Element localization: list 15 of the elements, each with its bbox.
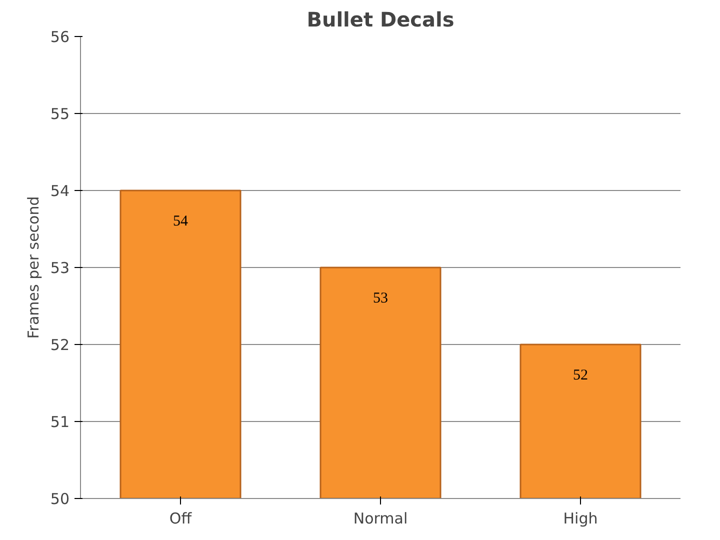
y-tick-label: 52 xyxy=(50,336,70,354)
y-tick-label: 53 xyxy=(50,259,70,277)
y-tick-label: 50 xyxy=(50,490,70,508)
y-tick-label: 55 xyxy=(50,105,70,123)
y-tick-label: 56 xyxy=(50,28,70,46)
y-tick-label: 54 xyxy=(50,182,70,200)
chart-title: Bullet Decals xyxy=(306,8,454,32)
y-axis-title: Frames per second xyxy=(24,196,42,339)
data-label: 52 xyxy=(573,368,588,384)
x-tick-label: Normal xyxy=(353,510,408,528)
data-label: 53 xyxy=(373,290,388,306)
x-tick-label: Off xyxy=(169,510,192,528)
data-label: 54 xyxy=(173,214,188,230)
y-tick-label: 51 xyxy=(50,413,70,431)
x-tick-label: High xyxy=(563,510,598,528)
